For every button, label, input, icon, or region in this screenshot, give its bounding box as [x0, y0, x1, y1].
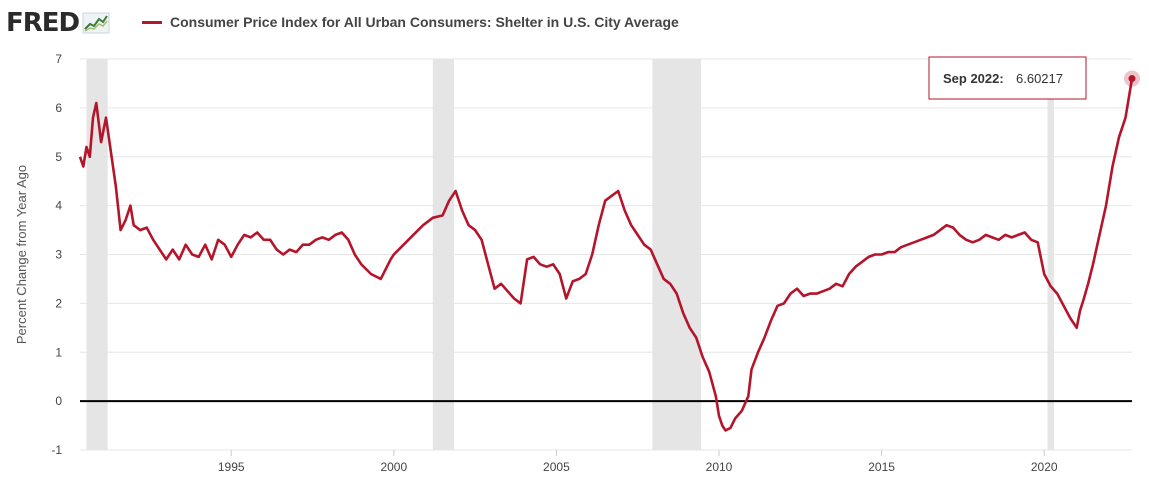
x-tick-label: 2005: [543, 460, 570, 474]
y-tick-label: 7: [55, 52, 62, 66]
value-tooltip: Sep 2022: 6.60217: [928, 56, 1087, 100]
recession-band: [86, 59, 108, 450]
legend[interactable]: Consumer Price Index for All Urban Consu…: [142, 14, 679, 30]
x-tick-label: 2000: [380, 460, 407, 474]
y-tick-label: 4: [55, 199, 62, 213]
recession-band: [652, 59, 702, 450]
tooltip-value: 6.60217: [1016, 71, 1063, 86]
y-tick-label: 1: [55, 345, 62, 359]
x-tick-label: 1995: [218, 460, 245, 474]
chart-header: FRED Consumer Price Index for All Urban …: [0, 0, 1149, 44]
hover-point[interactable]: [1128, 75, 1136, 83]
tooltip-box: [928, 56, 1087, 100]
grid-lines: [80, 58, 1132, 451]
y-axis-title: Percent Change from Year Ago: [14, 165, 29, 344]
x-tick-label: 2015: [868, 460, 895, 474]
fred-logo-text: FRED: [6, 8, 80, 38]
y-tick-label: 0: [55, 394, 62, 408]
y-tick-label: 3: [55, 248, 62, 262]
fred-logo[interactable]: FRED: [6, 8, 110, 38]
y-tick-label: 5: [55, 150, 62, 164]
y-axis-ticks: -1 0 1 2 3 4 5 6 7: [51, 52, 62, 457]
y-tick-label: 6: [55, 101, 62, 115]
y-tick-label: -1: [51, 443, 62, 457]
recession-band: [432, 59, 454, 450]
y-tick-label: 2: [55, 296, 62, 310]
line-chart-icon: [82, 12, 110, 34]
series-line[interactable]: [78, 78, 1134, 432]
tooltip-date: Sep 2022:: [943, 71, 1004, 86]
legend-swatch: [142, 20, 162, 24]
recession-shading: [86, 59, 1054, 450]
x-tick-label: 2020: [1031, 460, 1058, 474]
legend-label: Consumer Price Index for All Urban Consu…: [170, 14, 679, 30]
x-tick-label: 2010: [706, 460, 733, 474]
recession-band: [1047, 59, 1054, 450]
x-axis-ticks: 1995 2000 2005 2010 2015 2020: [218, 450, 1058, 474]
